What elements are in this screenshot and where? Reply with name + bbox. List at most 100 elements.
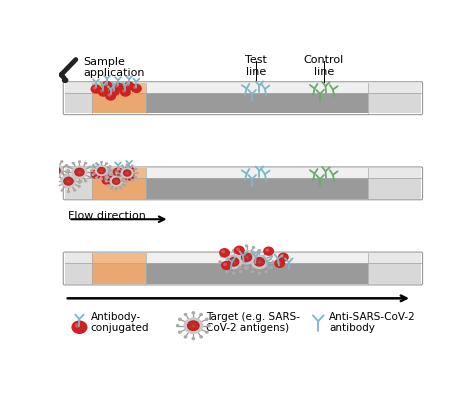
Circle shape [113, 168, 123, 176]
Circle shape [111, 170, 112, 171]
Circle shape [57, 175, 59, 177]
Circle shape [102, 174, 112, 182]
Bar [92, 263, 146, 284]
Text: Anti-SARS-CoV-2
antibody: Anti-SARS-CoV-2 antibody [329, 312, 416, 333]
FancyBboxPatch shape [65, 253, 92, 263]
Bar [65, 263, 92, 284]
Bar [368, 178, 421, 199]
Circle shape [246, 261, 248, 263]
Circle shape [44, 175, 46, 177]
Circle shape [192, 338, 194, 340]
Circle shape [279, 253, 288, 261]
Circle shape [104, 178, 107, 180]
Circle shape [91, 85, 101, 93]
Text: Test
line: Test line [245, 55, 267, 77]
Circle shape [252, 251, 254, 253]
Circle shape [109, 174, 111, 175]
Circle shape [51, 167, 60, 174]
Circle shape [131, 165, 133, 166]
Circle shape [106, 92, 116, 100]
Circle shape [258, 272, 261, 274]
Circle shape [245, 255, 246, 257]
Circle shape [109, 88, 119, 96]
Circle shape [120, 173, 122, 175]
Circle shape [246, 255, 248, 257]
Circle shape [259, 256, 261, 258]
Circle shape [118, 177, 119, 178]
Circle shape [65, 165, 67, 166]
Circle shape [221, 255, 223, 257]
Circle shape [92, 166, 93, 167]
Circle shape [120, 88, 130, 96]
Circle shape [266, 249, 269, 251]
Circle shape [123, 90, 125, 92]
Circle shape [89, 177, 91, 178]
Circle shape [272, 261, 274, 263]
Circle shape [124, 167, 134, 175]
Circle shape [134, 86, 137, 88]
Circle shape [131, 180, 133, 181]
Text: Antibody-
conjugated: Antibody- conjugated [91, 312, 149, 333]
Circle shape [93, 87, 96, 89]
Circle shape [78, 186, 80, 187]
Circle shape [235, 246, 244, 254]
Circle shape [124, 185, 126, 186]
Bar [92, 168, 146, 178]
Bar [146, 178, 368, 199]
Circle shape [220, 249, 229, 257]
Circle shape [124, 172, 134, 180]
Circle shape [120, 188, 122, 189]
Circle shape [219, 261, 221, 263]
Circle shape [112, 178, 120, 184]
Circle shape [107, 177, 108, 178]
Circle shape [67, 170, 69, 172]
Circle shape [239, 266, 241, 268]
Circle shape [237, 248, 239, 250]
Circle shape [124, 82, 134, 90]
Circle shape [184, 314, 187, 316]
Circle shape [72, 321, 87, 333]
Circle shape [100, 90, 103, 92]
Circle shape [224, 263, 227, 265]
Circle shape [96, 166, 108, 175]
Circle shape [67, 191, 69, 192]
Bar [92, 253, 146, 263]
Bar [65, 178, 92, 199]
Circle shape [127, 164, 128, 166]
Circle shape [61, 179, 63, 181]
Circle shape [251, 255, 267, 269]
Circle shape [124, 177, 126, 178]
Bar [92, 93, 146, 113]
Circle shape [78, 175, 80, 177]
Circle shape [258, 250, 261, 251]
Circle shape [117, 172, 118, 174]
Circle shape [264, 247, 273, 255]
Circle shape [92, 174, 93, 175]
Circle shape [188, 321, 199, 330]
Circle shape [232, 256, 234, 258]
Circle shape [255, 258, 264, 266]
Text: Control
line: Control line [304, 55, 344, 77]
Circle shape [104, 83, 107, 85]
Circle shape [257, 262, 260, 264]
Circle shape [277, 261, 280, 263]
Circle shape [245, 261, 247, 263]
Circle shape [74, 189, 76, 191]
Circle shape [66, 171, 68, 173]
Circle shape [48, 161, 50, 162]
FancyBboxPatch shape [368, 168, 421, 178]
Circle shape [74, 171, 76, 173]
Circle shape [116, 172, 117, 173]
Circle shape [270, 255, 273, 257]
Text: Flow direction: Flow direction [68, 211, 146, 221]
Circle shape [98, 167, 105, 173]
Circle shape [48, 164, 63, 177]
Circle shape [242, 253, 252, 261]
Circle shape [206, 318, 208, 320]
Circle shape [55, 181, 57, 182]
Circle shape [132, 85, 141, 92]
Circle shape [124, 170, 131, 176]
Circle shape [118, 168, 119, 169]
Circle shape [72, 162, 74, 164]
Bar [92, 178, 146, 199]
